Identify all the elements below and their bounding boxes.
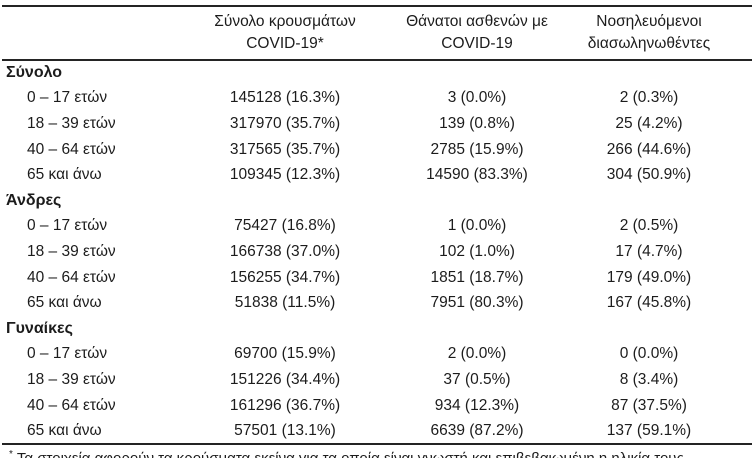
cases-value: 156255 (34.7%) [229, 268, 341, 286]
section-row-women: Γυναίκες [2, 316, 752, 342]
table-row: 0 – 17 ετών 69700 (15.9%) 2 (0.0%) 0 (0.… [2, 342, 752, 368]
age-label: 40 – 64 ετών [27, 268, 116, 286]
deaths-value: 1851 (18.7%) [430, 268, 524, 286]
header-total-cases-line1: Σύνολο κρουσμάτων [214, 13, 356, 30]
age-label: 65 και άνω [27, 294, 102, 312]
deaths-value: 934 (12.3%) [434, 396, 520, 414]
header-intubated-line1: Νοσηλευόμενοι [596, 13, 702, 30]
table-body: Σύνολο 0 – 17 ετών 145128 (16.3%) 3 (0.0… [2, 60, 752, 444]
deaths-value: 2785 (15.9%) [430, 140, 524, 158]
age-label: 65 και άνω [27, 166, 102, 184]
header-row: Σύνολο κρουσμάτων COVID-19* Θάνατοι ασθε… [2, 6, 752, 60]
section-row-men: Άνδρες [2, 188, 752, 214]
table-row: 40 – 64 ετών 161296 (36.7%) 934 (12.3%) … [2, 393, 752, 419]
header-total-cases: Σύνολο κρουσμάτων COVID-19* [190, 6, 380, 60]
footnote-asterisk: * [9, 448, 13, 458]
deaths-value: 3 (0.0%) [447, 89, 507, 107]
intubated-value: 304 (50.9%) [606, 166, 692, 184]
header-deaths-line2: COVID-19 [441, 35, 513, 52]
intubated-value: 137 (59.1%) [606, 421, 692, 439]
footnote: * Τα στοιχεία αφορούν τα κρούσματα εκείνα… [9, 449, 754, 458]
table-row: 0 – 17 ετών 75427 (16.8%) 1 (0.0%) 2 (0.… [2, 214, 752, 240]
cases-value: 75427 (16.8%) [234, 217, 336, 235]
section-label-total: Σύνολο [6, 64, 63, 82]
age-label: 65 και άνω [27, 421, 102, 439]
table-row: 18 – 39 ετών 151226 (34.4%) 37 (0.5%) 8 … [2, 367, 752, 393]
age-label: 0 – 17 ετών [27, 217, 108, 235]
deaths-value: 2 (0.0%) [447, 345, 507, 363]
cases-value: 109345 (12.3%) [229, 166, 341, 184]
age-label: 0 – 17 ετών [27, 345, 108, 363]
footnote-text: Τα στοιχεία αφορούν τα κρούσματα εκείνα … [17, 450, 684, 458]
header-intubated-line2: διασωληνωθέντες [587, 35, 711, 52]
table-row: 65 και άνω 57501 (13.1%) 6639 (87.2%) 13… [2, 418, 752, 444]
header-total-cases-line2: COVID-19* [246, 35, 324, 52]
table-row: 0 – 17 ετών 145128 (16.3%) 3 (0.0%) 2 (0… [2, 86, 752, 112]
cases-value: 161296 (36.7%) [229, 396, 341, 414]
deaths-value: 102 (1.0%) [439, 242, 515, 260]
table-row: 65 και άνω 51838 (11.5%) 7951 (80.3%) 16… [2, 290, 752, 316]
header-deaths: Θάνατοι ασθενών με COVID-19 [380, 6, 574, 60]
table-header: Σύνολο κρουσμάτων COVID-19* Θάνατοι ασθε… [2, 6, 752, 60]
age-label: 18 – 39 ετών [27, 370, 116, 388]
cases-value: 69700 (15.9%) [234, 345, 336, 363]
age-label: 0 – 17 ετών [27, 89, 108, 107]
age-label: 40 – 64 ετών [27, 396, 116, 414]
intubated-value: 87 (37.5%) [611, 396, 687, 414]
age-label: 40 – 64 ετών [27, 140, 116, 158]
intubated-value: 2 (0.3%) [619, 89, 679, 107]
table-row: 65 και άνω 109345 (12.3%) 14590 (83.3%) … [2, 162, 752, 188]
cases-value: 166738 (37.0%) [229, 242, 341, 260]
table-row: 18 – 39 ετών 317970 (35.7%) 139 (0.8%) 2… [2, 111, 752, 137]
deaths-value: 7951 (80.3%) [430, 294, 524, 312]
intubated-value: 8 (3.4%) [619, 370, 679, 388]
section-label-women: Γυναίκες [6, 319, 73, 337]
cases-value: 51838 (11.5%) [234, 294, 336, 312]
deaths-value: 6639 (87.2%) [430, 421, 524, 439]
cases-value: 317565 (35.7%) [229, 140, 341, 158]
deaths-value: 1 (0.0%) [447, 217, 507, 235]
intubated-value: 167 (45.8%) [606, 294, 692, 312]
intubated-value: 0 (0.0%) [619, 345, 679, 363]
age-label: 18 – 39 ετών [27, 114, 116, 132]
deaths-value: 37 (0.5%) [443, 370, 511, 388]
deaths-value: 139 (0.8%) [439, 114, 515, 132]
cases-value: 151226 (34.4%) [229, 370, 341, 388]
table-row: 18 – 39 ετών 166738 (37.0%) 102 (1.0%) 1… [2, 239, 752, 265]
section-row-total: Σύνολο [2, 60, 752, 86]
header-intubated: Νοσηλευόμενοι διασωληνωθέντες [574, 6, 752, 60]
intubated-value: 17 (4.7%) [615, 242, 683, 260]
intubated-value: 2 (0.5%) [619, 217, 679, 235]
cases-value: 57501 (13.1%) [234, 421, 336, 439]
covid-statistics-table: Σύνολο κρουσμάτων COVID-19* Θάνατοι ασθε… [2, 5, 752, 445]
cases-value: 145128 (16.3%) [229, 89, 341, 107]
cases-value: 317970 (35.7%) [229, 114, 341, 132]
deaths-value: 14590 (83.3%) [426, 166, 528, 184]
table-row: 40 – 64 ετών 317565 (35.7%) 2785 (15.9%)… [2, 137, 752, 163]
intubated-value: 266 (44.6%) [606, 140, 692, 158]
table-row: 40 – 64 ετών 156255 (34.7%) 1851 (18.7%)… [2, 265, 752, 291]
section-label-men: Άνδρες [6, 191, 62, 209]
header-deaths-line1: Θάνατοι ασθενών με [406, 13, 548, 30]
header-empty-cell [2, 6, 190, 60]
intubated-value: 25 (4.2%) [615, 114, 683, 132]
intubated-value: 179 (49.0%) [606, 268, 692, 286]
age-label: 18 – 39 ετών [27, 242, 116, 260]
